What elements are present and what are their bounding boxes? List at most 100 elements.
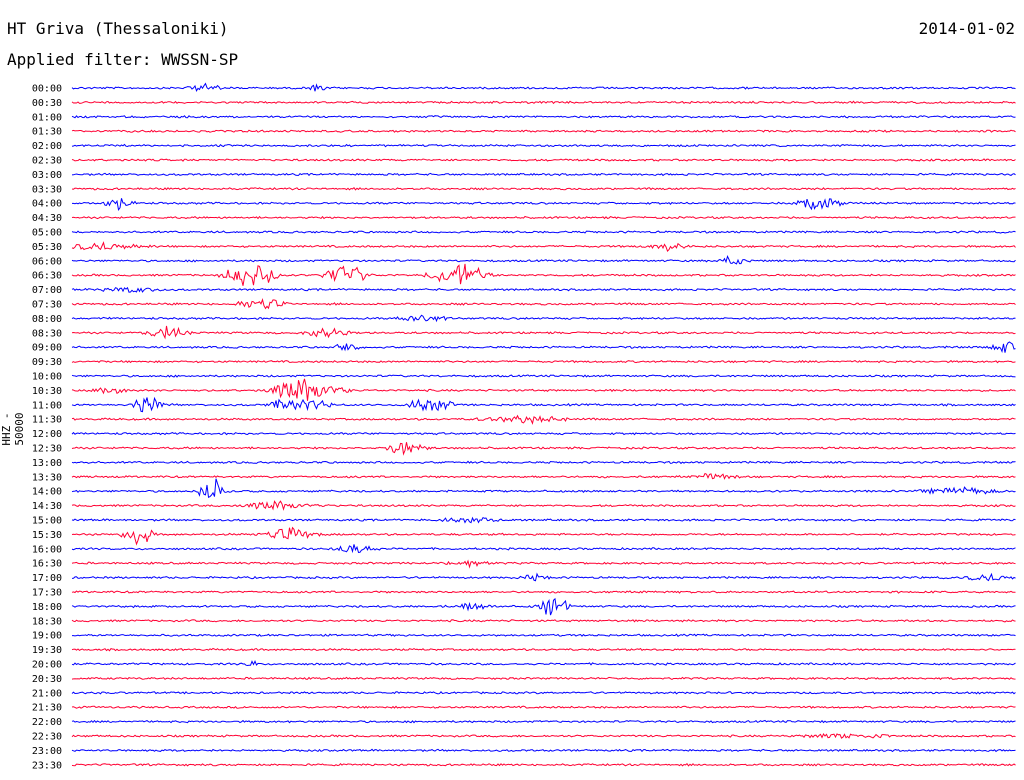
time-label: 03:30 — [32, 184, 62, 195]
trace-line — [71, 516, 1016, 524]
trace-line — [71, 254, 1016, 265]
time-label: 10:00 — [32, 372, 62, 383]
trace-line — [71, 597, 1016, 616]
trace-line — [71, 129, 1016, 133]
trace-line — [71, 705, 1016, 709]
time-label: 07:00 — [32, 285, 62, 296]
seismic-traces — [71, 82, 1016, 767]
trace-line — [71, 590, 1016, 594]
trace-line — [71, 158, 1016, 162]
time-label: 01:00 — [32, 112, 62, 123]
trace-line — [71, 143, 1016, 148]
trace-line — [71, 660, 1016, 667]
trace-line — [71, 572, 1016, 582]
trace-line — [71, 115, 1016, 119]
time-label: 06:30 — [32, 271, 62, 282]
trace-line — [71, 500, 1016, 511]
time-label: 16:00 — [32, 544, 62, 555]
trace-line — [71, 478, 1016, 499]
time-label: 14:00 — [32, 487, 62, 498]
trace-line — [71, 241, 1016, 253]
trace-line — [71, 691, 1016, 695]
time-label: 23:30 — [32, 760, 62, 771]
time-label: 13:30 — [32, 472, 62, 483]
time-label: 12:30 — [32, 444, 62, 455]
trace-line — [71, 263, 1016, 286]
trace-line — [71, 442, 1016, 456]
trace-line — [71, 359, 1016, 364]
time-label: 17:00 — [32, 573, 62, 584]
time-label: 02:30 — [32, 156, 62, 167]
trace-line — [71, 676, 1016, 681]
time-label: 12:00 — [32, 429, 62, 440]
time-label: 14:30 — [32, 501, 62, 512]
time-label: 02:00 — [32, 141, 62, 152]
trace-line — [71, 414, 1016, 425]
time-label: 01:30 — [32, 127, 62, 138]
trace-line — [71, 526, 1016, 546]
time-label: 21:30 — [32, 703, 62, 714]
time-label: 04:00 — [32, 199, 62, 210]
time-label: 07:30 — [32, 300, 62, 311]
trace-line — [71, 733, 1016, 739]
trace-line — [71, 215, 1016, 220]
trace-line — [71, 378, 1016, 401]
time-label: 15:00 — [32, 516, 62, 527]
trace-line — [71, 314, 1016, 323]
time-label: 04:30 — [32, 213, 62, 224]
time-label: 00:30 — [32, 98, 62, 109]
filter-label: Applied filter: WWSSN-SP — [7, 50, 239, 69]
time-label: 11:00 — [32, 400, 62, 411]
time-label: 20:30 — [32, 674, 62, 685]
trace-line — [71, 172, 1016, 177]
time-label: 19:00 — [32, 631, 62, 642]
time-label: 11:30 — [32, 415, 62, 426]
trace-line — [71, 431, 1016, 436]
trace-line — [71, 186, 1016, 191]
time-label: 08:30 — [32, 328, 62, 339]
trace-line — [71, 396, 1016, 413]
time-label: 08:00 — [32, 314, 62, 325]
trace-line — [71, 762, 1016, 767]
trace-line — [71, 230, 1016, 234]
trace-line — [71, 544, 1016, 554]
trace-line — [71, 100, 1016, 105]
time-label: 20:00 — [32, 660, 62, 671]
time-label: 18:30 — [32, 616, 62, 627]
time-label: 16:30 — [32, 559, 62, 570]
time-label: 17:30 — [32, 588, 62, 599]
time-label: 09:00 — [32, 343, 62, 354]
trace-line — [71, 325, 1016, 340]
time-label: 10:30 — [32, 386, 62, 397]
time-label: 05:30 — [32, 242, 62, 253]
time-label: 05:00 — [32, 228, 62, 239]
trace-line — [71, 559, 1016, 569]
time-label: 22:00 — [32, 717, 62, 728]
trace-line — [71, 647, 1016, 652]
trace-line — [71, 374, 1016, 378]
record-date: 2014-01-02 — [918, 19, 1015, 38]
time-labels: 00:00 00:30 01:00 01:30 02:00 02:30 03:00 03:30… — [32, 84, 62, 772]
time-label: 21:00 — [32, 688, 62, 699]
trace-line — [71, 460, 1016, 465]
time-label: 13:00 — [32, 458, 62, 469]
trace-line — [71, 619, 1016, 623]
time-label: 15:30 — [32, 530, 62, 541]
time-label: 19:30 — [32, 645, 62, 656]
time-label: 18:00 — [32, 602, 62, 613]
trace-line — [71, 748, 1016, 753]
time-label: 09:30 — [32, 357, 62, 368]
trace-line — [71, 286, 1016, 293]
trace-line — [72, 633, 1016, 637]
trace-line — [72, 198, 1016, 212]
trace-line — [71, 341, 1016, 354]
time-label: 03:00 — [32, 170, 62, 181]
time-label: 22:30 — [32, 732, 62, 743]
time-label: 23:00 — [32, 746, 62, 757]
trace-line — [71, 719, 1016, 724]
time-label: 06:00 — [32, 256, 62, 267]
trace-line — [71, 297, 1016, 310]
trace-line — [71, 82, 1016, 92]
station-title: HT Griva (Thessaloniki) — [7, 19, 229, 38]
